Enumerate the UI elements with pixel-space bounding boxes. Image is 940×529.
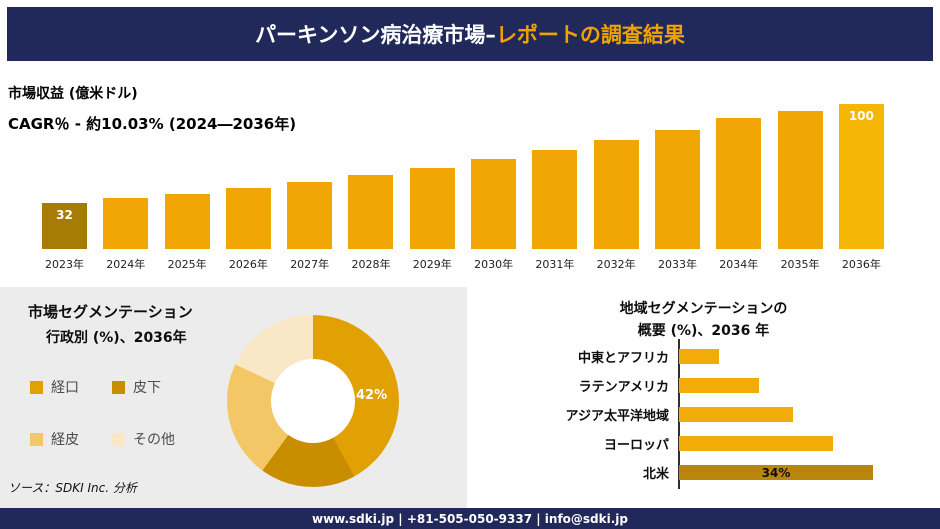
x-axis-label: 2029年 <box>412 258 452 271</box>
footer-contact: www.sdki.jp | +81-505-050-9337 | info@sd… <box>311 511 628 526</box>
region-bar <box>679 407 793 422</box>
revenue-meta: 市場収益 (億米ドル) CAGR％ - 約10.03% (2024―2036年) <box>8 83 296 134</box>
revenue-bar-column: 2024年 <box>103 198 149 275</box>
region-label: ラテンアメリカ <box>578 380 669 395</box>
revenue-bar <box>593 140 639 249</box>
revenue-chart-section: 市場収益 (億米ドル) CAGR％ - 約10.03% (2024―2036年)… <box>0 61 940 287</box>
revenue-bar-column: 2031年 <box>532 150 578 275</box>
cagr-label: CAGR％ - 約10.03% (2024―2036年) <box>8 115 297 133</box>
revenue-bar: 100 <box>838 104 884 249</box>
region-segmentation-panel: 地域セグメンテーションの 概要 (%)、2036 年 中東とアフリカ ラテンアメリ… <box>467 287 940 508</box>
region-bar <box>679 378 759 393</box>
revenue-bar <box>348 175 394 249</box>
x-axis-label: 2033年 <box>657 258 697 271</box>
revenue-bar <box>287 182 333 249</box>
legend-swatch <box>30 380 43 394</box>
legend-swatch <box>112 432 125 446</box>
region-label: ヨーロッパ <box>603 438 669 453</box>
region-rows: 中東とアフリカ ラテンアメリカアジア太平洋地域ヨーロッパ北米 34% <box>467 342 940 487</box>
revenue-bar <box>225 188 271 249</box>
page-title-main: パーキンソン病治療市場– <box>255 23 496 47</box>
revenue-bar <box>409 168 455 249</box>
region-row: 北米 34% <box>467 458 940 487</box>
region-bar <box>679 436 833 451</box>
x-axis-label: 2023年 <box>45 258 84 271</box>
region-bar: 34% <box>679 465 873 480</box>
revenue-bar-column: 2028年 <box>348 175 394 275</box>
footer-bar: www.sdki.jp | +81-505-050-9337 | info@sd… <box>0 508 940 529</box>
legend-label: 皮下 <box>133 380 161 396</box>
revenue-bar-column: 2034年 <box>716 118 762 275</box>
revenue-bar-column: 2026年 <box>225 188 271 275</box>
revenue-bar-column: 100 2036年 <box>838 104 884 275</box>
revenue-bar <box>532 150 578 249</box>
x-axis-label: 2032年 <box>596 258 636 271</box>
region-row: 中東とアフリカ <box>467 342 940 371</box>
administration-segmentation-panel: 市場セグメンテーション 行政別 (%)、2036年 経口 皮下 経皮 その他 42% … <box>0 287 467 508</box>
region-row: ヨーロッパ <box>467 429 940 458</box>
legend-swatch <box>30 432 43 446</box>
donut-value-label: 42% <box>356 388 388 403</box>
legend-swatch <box>112 380 125 394</box>
revenue-bar <box>164 194 210 249</box>
x-axis-label: 2027年 <box>290 258 330 271</box>
x-axis-label: 2034年 <box>719 258 759 271</box>
legend-label: 経皮 <box>51 432 79 448</box>
x-axis-label: 2026年 <box>228 258 268 271</box>
legend-item: 経皮 <box>30 429 112 449</box>
revenue-plot: 32 2023年 2024年 2025年 2026年 2027年 2028年 2029年 203… <box>42 99 884 275</box>
x-axis-label: 2024年 <box>106 258 146 271</box>
region-label: 中東とアフリカ <box>577 351 669 366</box>
legend-item: 皮下 <box>112 377 212 397</box>
page-title-accent: レポートの調査結果 <box>495 23 685 47</box>
revenue-bar-column: 2033年 <box>654 130 700 275</box>
region-row: アジア太平洋地域 <box>467 400 940 429</box>
donut-legend: 経口 皮下経皮 その他 <box>30 377 212 449</box>
segmentation-title: 市場セグメンテーション <box>28 303 193 321</box>
x-axis-label: 2035年 <box>780 258 820 271</box>
region-chart-title: 地域セグメンテーションの 概要 (%)、2036 年 <box>467 299 940 342</box>
report-header: パーキンソン病治療市場–レポートの調査結果 <box>7 7 933 61</box>
donut-chart <box>227 315 399 487</box>
revenue-bar-column: 2025年 <box>164 194 210 275</box>
region-label: アジア太平洋地域 <box>565 409 669 424</box>
x-axis-label: 2036年 <box>841 258 881 271</box>
region-bar <box>679 349 719 364</box>
revenue-bar <box>103 198 149 249</box>
revenue-bar-column: 2030年 <box>471 159 517 275</box>
page-title: パーキンソン病治療市場–レポートの調査結果 <box>255 19 685 49</box>
revenue-bar-column: 2029年 <box>409 168 455 275</box>
region-title-line1: 地域セグメンテーションの <box>619 301 788 317</box>
revenue-bar-column: 2032年 <box>593 140 639 275</box>
revenue-bar-column: 32 2023年 <box>42 203 87 275</box>
revenue-bar <box>654 130 700 249</box>
legend-label: 経口 <box>51 380 79 396</box>
legend-item: 経口 <box>30 377 112 397</box>
revenue-bar-column: 2027年 <box>287 182 333 275</box>
x-axis-label: 2028年 <box>351 258 391 271</box>
region-label: 北米 <box>642 467 669 482</box>
x-axis-label: 2025年 <box>167 258 207 271</box>
revenue-bar <box>716 118 762 249</box>
revenue-bar: 32 <box>42 203 87 249</box>
region-title-line2: 概要 (%)、2036 年 <box>637 322 770 339</box>
segmentation-subtitle: 行政別 (%)、2036年 <box>46 330 187 346</box>
x-axis-label: 2030年 <box>474 258 514 271</box>
revenue-bar <box>777 111 823 249</box>
region-row: ラテンアメリカ <box>467 371 940 400</box>
x-axis-label: 2031年 <box>535 258 575 271</box>
legend-item: その他 <box>112 429 212 449</box>
source-note: ソース：SDKI Inc. 分析 <box>8 481 137 495</box>
legend-label: その他 <box>133 432 175 448</box>
revenue-bar-column: 2035年 <box>777 111 823 275</box>
revenue-bar <box>471 159 517 249</box>
revenue-unit-label: 市場収益 (億米ドル) <box>8 86 138 102</box>
